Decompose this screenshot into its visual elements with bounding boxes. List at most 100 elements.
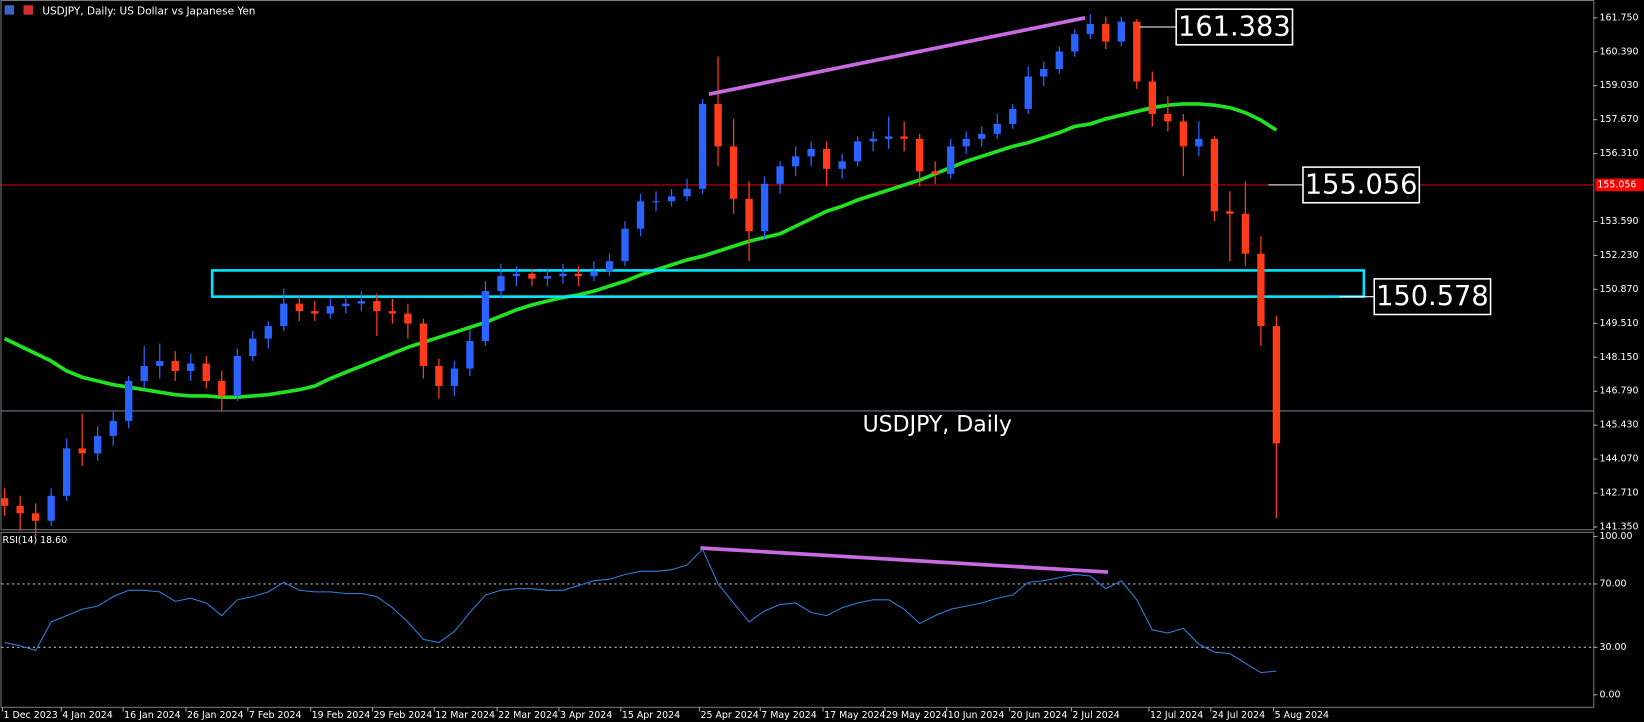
- x-tick-label: 5 Aug 2024: [1275, 710, 1329, 721]
- candle-body: [1195, 138, 1203, 147]
- support-zone: [210, 269, 1366, 298]
- candle-body: [574, 273, 583, 277]
- candle-body: [0, 498, 9, 506]
- candle-body: [869, 138, 877, 142]
- x-tick-label: 29 May 2024: [886, 710, 947, 721]
- x-tick-label: 4 Jan 2024: [62, 710, 113, 721]
- candle-body: [450, 368, 459, 386]
- candle-body: [916, 138, 924, 172]
- candle-body: [822, 148, 831, 169]
- chart-icon: [23, 5, 33, 15]
- rsi-title: RSI(14) 18.60: [3, 535, 68, 546]
- rsi-y-tick-label: 30.00: [1600, 642, 1627, 653]
- price-label-box: [1373, 278, 1492, 316]
- candle-body: [280, 303, 288, 327]
- candle-body: [218, 380, 226, 396]
- candle-body: [140, 366, 148, 381]
- rsi-y-tick-label: 70.00: [1600, 578, 1627, 589]
- y-tick-label: 142.710: [1600, 488, 1639, 499]
- candle-body: [1257, 253, 1265, 327]
- candle-body: [993, 123, 1001, 134]
- x-tick-label: 12 Mar 2024: [435, 710, 495, 721]
- candle-body: [1272, 326, 1281, 444]
- y-tick-label: 161.750: [1600, 12, 1639, 23]
- candle-body: [1241, 213, 1250, 254]
- candle-body: [435, 366, 443, 386]
- price-label: 150.578: [1376, 281, 1489, 312]
- candle-body: [63, 448, 71, 496]
- candle-body: [838, 161, 846, 169]
- y-tick-label: 160.390: [1600, 46, 1639, 57]
- candle-body: [125, 380, 133, 421]
- candle-body: [900, 136, 908, 139]
- candle-body: [497, 276, 505, 292]
- candle-body: [1086, 24, 1094, 35]
- candle-body: [807, 148, 815, 157]
- y-tick-label: 144.070: [1600, 454, 1639, 465]
- candle-body: [559, 273, 567, 277]
- price-line-tag-label: 155.056: [1597, 179, 1636, 190]
- candle-body: [31, 513, 40, 521]
- rsi-panel-frame: [0, 531, 1595, 708]
- candle-body: [776, 166, 784, 184]
- candle-body: [311, 311, 319, 314]
- x-tick-label: 12 Jul 2024: [1150, 710, 1203, 721]
- candle-body: [1226, 211, 1234, 214]
- candle-body: [109, 420, 117, 436]
- x-tick-label: 29 Feb 2024: [374, 710, 433, 721]
- x-tick-label: 15 Apr 2024: [622, 710, 680, 721]
- candle-body: [357, 301, 366, 304]
- price-trendline: [708, 16, 1086, 96]
- candle-body: [714, 103, 722, 147]
- x-tick-label: 1 Dec 2023: [4, 710, 58, 721]
- x-tick-label: 3 Apr 2024: [560, 710, 612, 721]
- candle-body: [1024, 76, 1032, 109]
- price-label: 155.056: [1305, 169, 1418, 200]
- price-label-box: [1175, 8, 1294, 46]
- y-tick-label: 141.350: [1600, 522, 1639, 533]
- rsi-line: [4, 548, 1277, 674]
- candle-body: [543, 276, 552, 279]
- chart-title: USDJPY, Daily: US Dollar vs Japanese Yen: [42, 6, 255, 18]
- candle-body: [1055, 51, 1063, 69]
- rsi-y-tick-label: 100.00: [1600, 531, 1633, 542]
- x-tick-label: 26 Jan 2024: [187, 710, 243, 721]
- candle-body: [295, 303, 303, 312]
- y-tick-label: 159.030: [1600, 80, 1639, 91]
- candle-body: [78, 448, 86, 454]
- y-tick-label: 149.510: [1600, 318, 1639, 329]
- candle-body: [388, 311, 397, 314]
- candle-body: [698, 103, 707, 189]
- candle-body: [791, 156, 800, 167]
- candle-body: [947, 146, 955, 174]
- candle-body: [47, 495, 55, 521]
- candle-body: [652, 201, 660, 203]
- y-tick-label: 156.310: [1600, 148, 1639, 159]
- candle-body: [636, 201, 645, 229]
- x-tick-label: 16 Jan 2024: [124, 710, 180, 721]
- candle-body: [1040, 68, 1048, 77]
- x-tick-label: 22 Mar 2024: [498, 710, 558, 721]
- rsi-y-tick-label: 0.00: [1600, 689, 1621, 700]
- rsi-trendline: [700, 546, 1109, 574]
- candle-body: [667, 196, 676, 202]
- candle-body: [1164, 113, 1172, 122]
- y-tick-label: 150.870: [1600, 284, 1639, 295]
- y-tick-label: 152.230: [1600, 250, 1639, 261]
- x-tick-label: 17 May 2024: [824, 710, 885, 721]
- candle-body: [978, 133, 986, 139]
- x-tick-label: 10 Jun 2024: [948, 710, 1005, 721]
- x-tick-label: 24 Jul 2024: [1212, 710, 1265, 721]
- candle-body: [373, 301, 381, 312]
- candle-body: [404, 313, 412, 324]
- candle-body: [1009, 108, 1017, 124]
- moving-average: [3, 102, 1278, 400]
- candle-body: [962, 138, 970, 147]
- candle-body: [1117, 21, 1125, 42]
- candle-body: [481, 291, 490, 342]
- candle-body: [342, 303, 350, 307]
- y-tick-label: 157.670: [1600, 114, 1639, 125]
